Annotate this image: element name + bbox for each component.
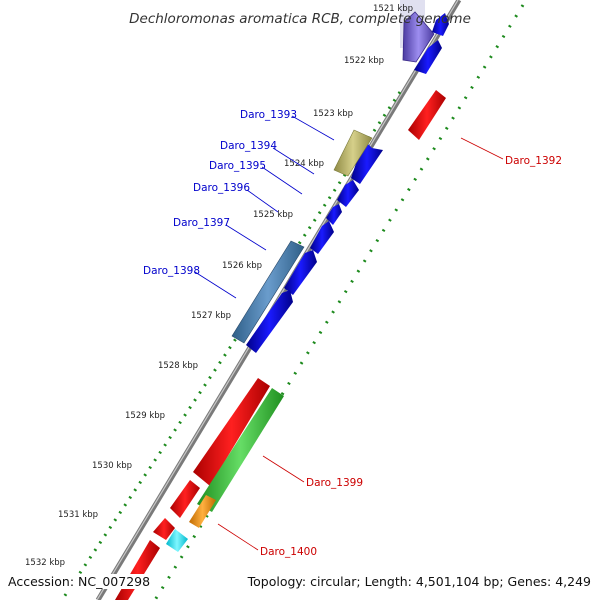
forward-strand-genes xyxy=(246,140,383,353)
reverse-strand-genes xyxy=(115,90,446,600)
tick-label: 1530 kbp xyxy=(92,461,132,471)
tick-label: 1524 kbp xyxy=(284,159,324,169)
gene-label: Daro_1400 xyxy=(260,546,317,558)
accession-label: Accession: NC_007298 xyxy=(8,574,151,589)
gene-label: Daro_1393 xyxy=(240,109,297,121)
cds-features-top xyxy=(400,0,449,74)
tick-label: 1532 kbp xyxy=(25,558,65,568)
label-leader-lines xyxy=(194,115,504,551)
topology-summary: Topology: circular; Length: 4,501,104 bp… xyxy=(247,574,591,589)
gc-skew-track xyxy=(153,4,525,600)
misc-genes xyxy=(231,129,373,344)
gene-label: Daro_1395 xyxy=(209,160,266,172)
coordinate-ticks: 1521 kbp 1522 kbp 1523 kbp 1524 kbp 1525… xyxy=(25,4,413,568)
gene-labels: Daro_1393 Daro_1394 Daro_1395 Daro_1396 … xyxy=(143,109,562,558)
tick-label: 1528 kbp xyxy=(158,361,198,371)
map-title: Dechloromonas aromatica RCB, complete ge… xyxy=(129,11,471,27)
tick-label: 1525 kbp xyxy=(253,210,293,220)
tick-label: 1521 kbp xyxy=(373,4,413,14)
tick-label: 1526 kbp xyxy=(222,261,262,271)
gene-label: Daro_1399 xyxy=(306,477,363,489)
gene-label: Daro_1392 xyxy=(505,155,562,167)
gene-label: Daro_1396 xyxy=(193,182,250,194)
gene-label: Daro_1394 xyxy=(220,140,277,152)
tick-label: 1531 kbp xyxy=(58,510,98,520)
tick-label: 1523 kbp xyxy=(313,109,353,119)
tick-label: 1529 kbp xyxy=(125,411,165,421)
tick-label: 1527 kbp xyxy=(191,311,231,321)
gene-label: Daro_1397 xyxy=(173,217,230,229)
tick-label: 1522 kbp xyxy=(344,56,384,66)
gene-label: Daro_1398 xyxy=(143,265,200,277)
